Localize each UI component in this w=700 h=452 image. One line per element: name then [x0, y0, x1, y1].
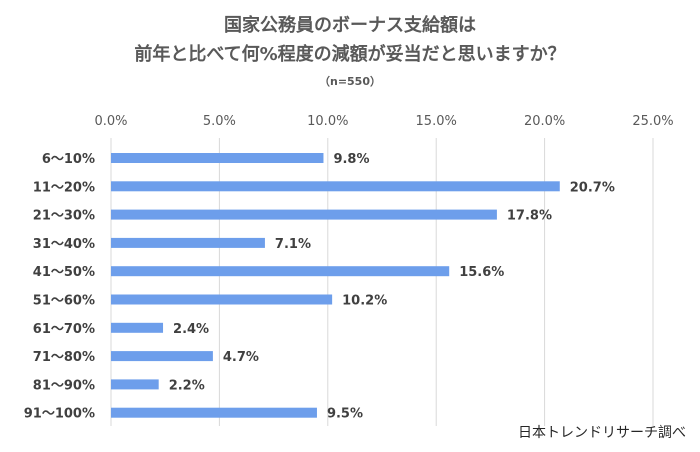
bar [111, 237, 265, 248]
data-label: 17.8% [507, 209, 552, 224]
bar [111, 153, 324, 163]
x-tick-label: 10.0% [307, 114, 348, 129]
bar [111, 379, 159, 390]
source-note: 日本トレンドリサーチ調べ [518, 425, 686, 441]
bar [111, 181, 560, 192]
data-label: 2.4% [173, 322, 209, 337]
category-label: 91～100% [24, 407, 95, 422]
category-label: 31～40% [33, 237, 95, 252]
data-label: 15.6% [459, 265, 504, 280]
chart-title-line2: 前年と比べて何%程度の減額が妥当だと思いますか？ [134, 44, 566, 65]
bar [111, 407, 317, 418]
bar [111, 294, 333, 305]
chart-subtitle: （n=550） [318, 75, 381, 88]
x-tick-label: 0.0% [94, 114, 127, 129]
x-tick-label: 5.0% [203, 114, 236, 129]
category-label: 6～10% [42, 152, 95, 167]
bar [111, 266, 450, 277]
x-tick-label: 20.0% [524, 114, 565, 129]
category-label: 81～90% [33, 378, 95, 393]
chart-title-line1: 国家公務員のボーナス支給額は [224, 15, 476, 36]
bar [111, 322, 164, 333]
data-label: 20.7% [570, 180, 615, 195]
data-label: 9.8% [333, 152, 369, 167]
category-label: 51～60% [33, 294, 95, 309]
category-label: 11～20% [33, 180, 95, 195]
x-tick-label: 15.0% [416, 114, 457, 129]
bar [111, 351, 213, 362]
category-label: 71～80% [33, 350, 95, 365]
category-label: 61～70% [33, 322, 95, 337]
category-label: 21～30% [33, 209, 95, 224]
data-label: 10.2% [342, 294, 387, 309]
bar [111, 209, 497, 220]
data-label: 4.7% [223, 350, 259, 365]
data-label: 9.5% [327, 407, 363, 422]
category-label: 41～50% [33, 265, 95, 280]
data-label: 2.2% [169, 378, 205, 393]
data-label: 7.1% [275, 237, 311, 252]
x-tick-label: 25.0% [632, 114, 673, 129]
